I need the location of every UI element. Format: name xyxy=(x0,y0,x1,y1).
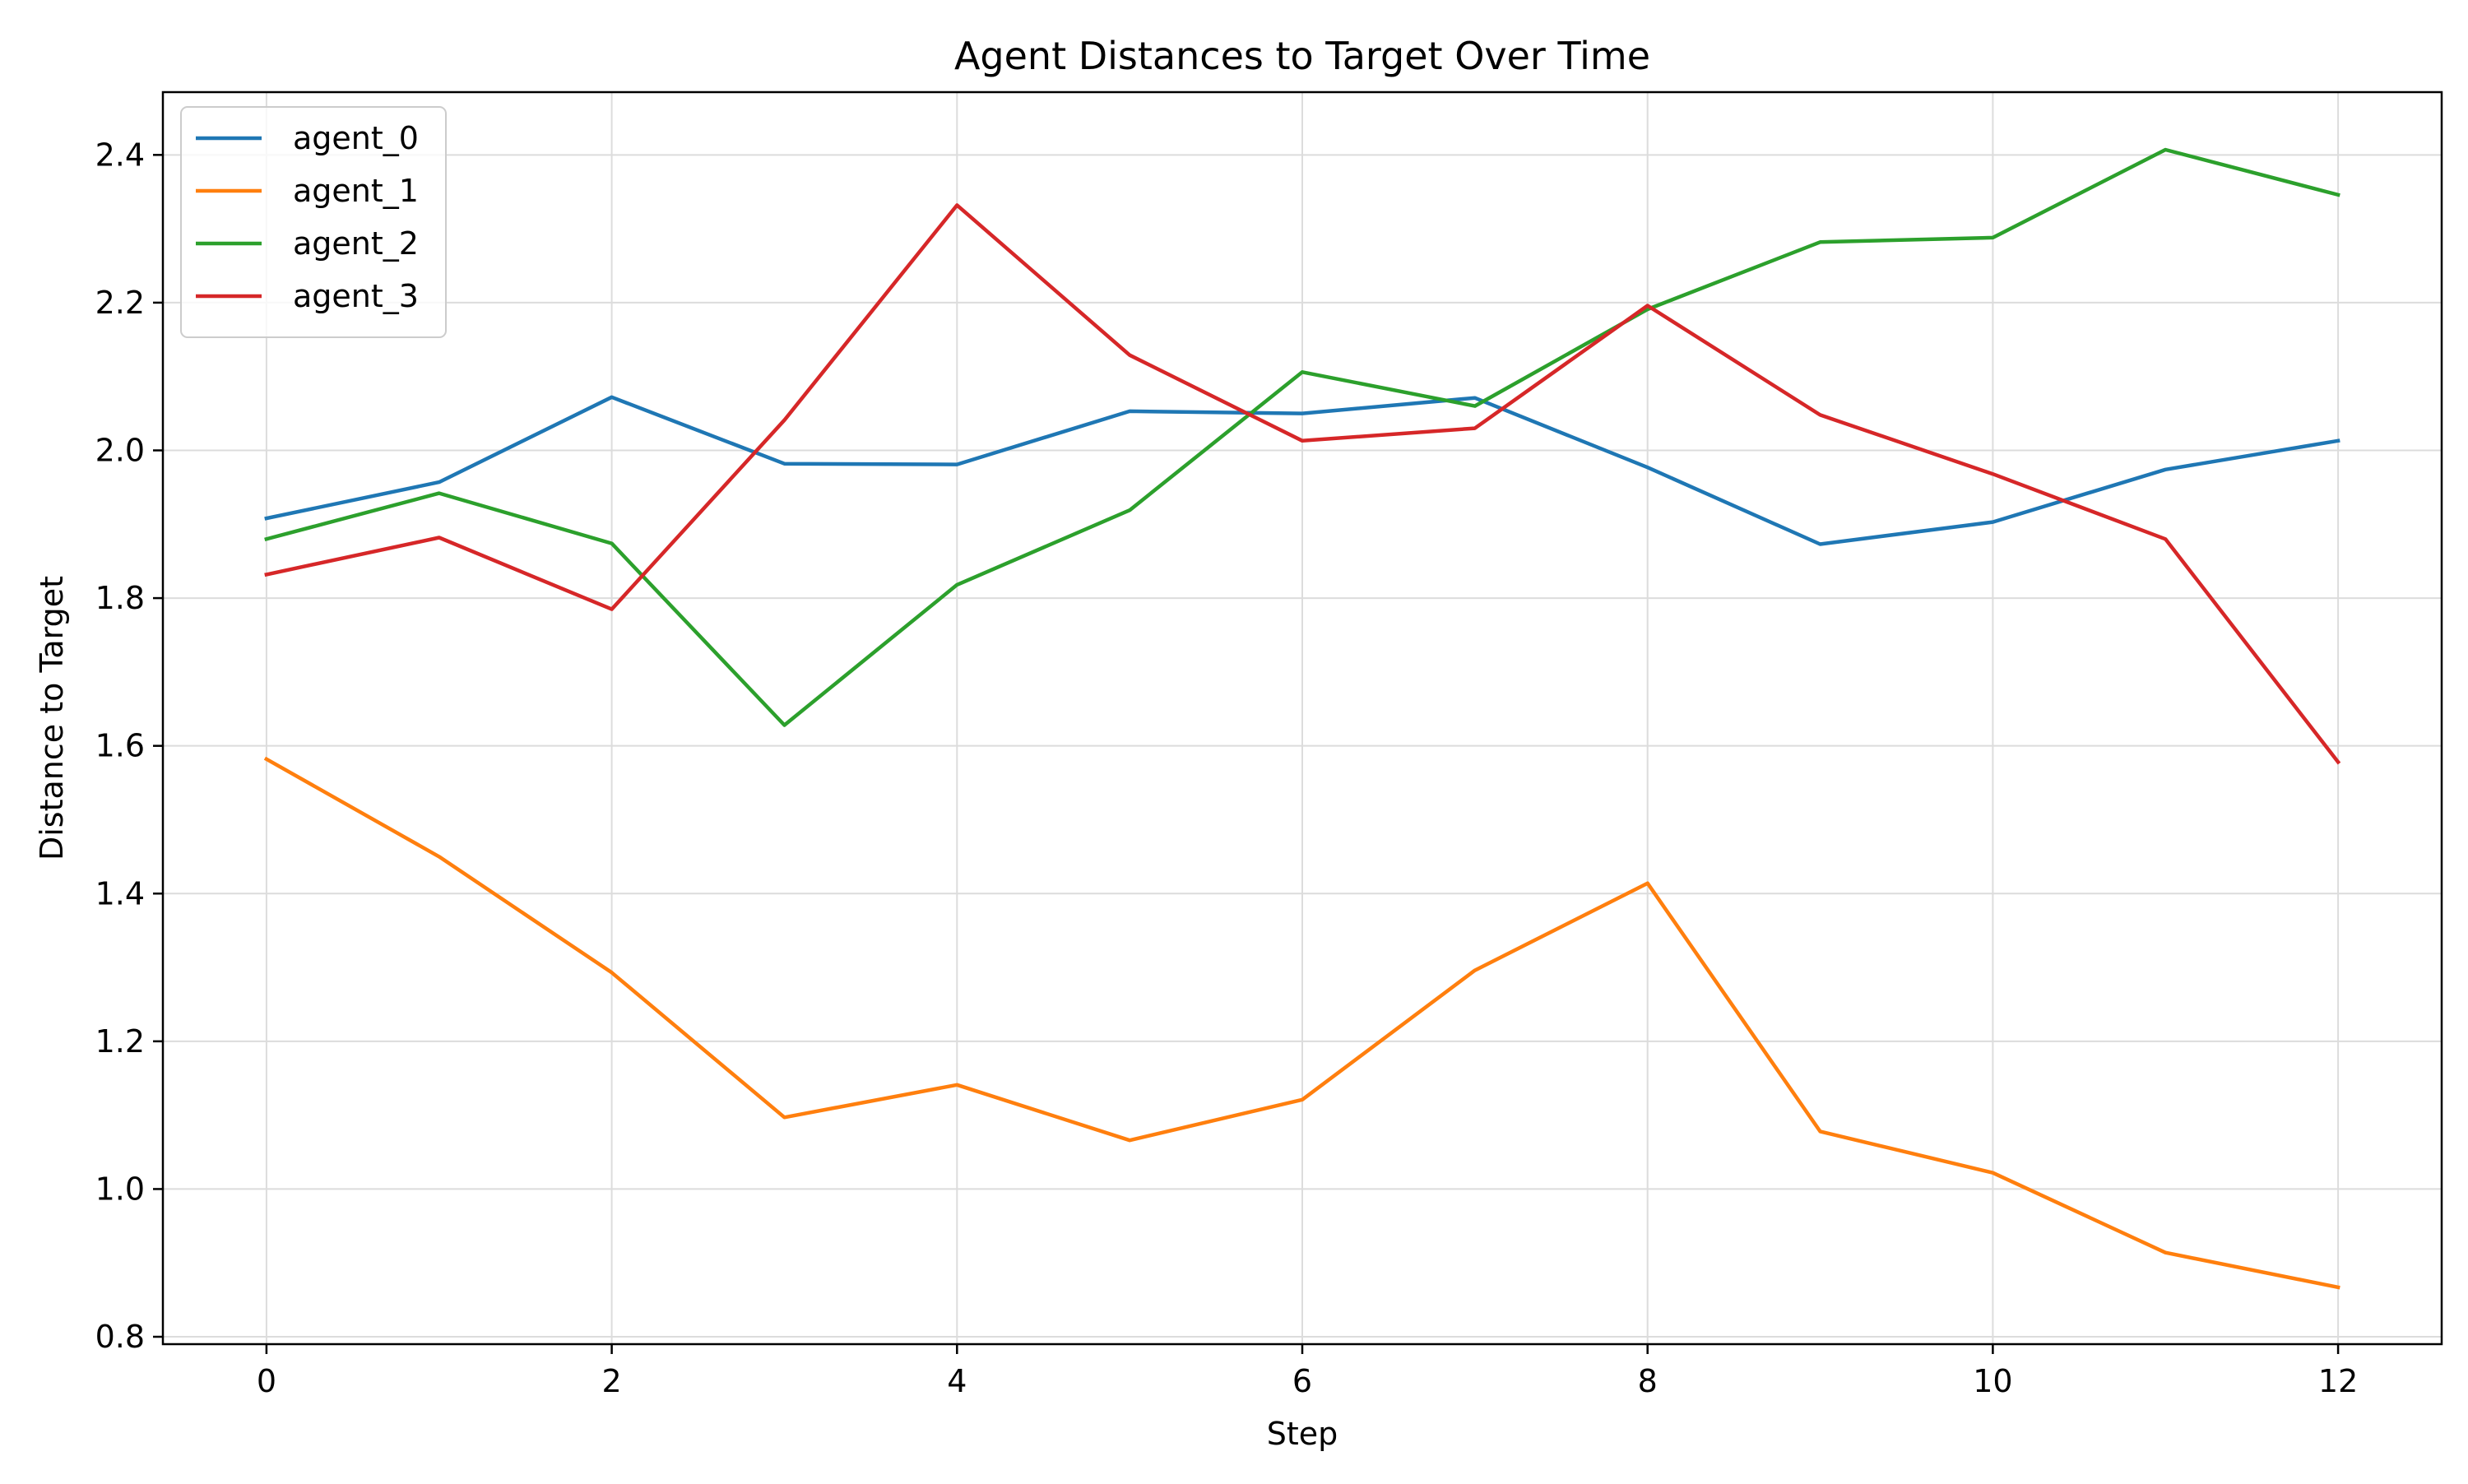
y-tick-label: 2.0 xyxy=(95,432,145,468)
y-tick-label: 1.2 xyxy=(95,1023,145,1060)
y-tick-label: 1.8 xyxy=(95,580,145,616)
legend-label: agent_3 xyxy=(293,278,419,314)
axis-ticks: 0 2 4 6 8 10 12 0.8 1.0 1.2 1.4 1.6 1.8 2.0 2.2 2.4 xyxy=(95,137,2359,1399)
x-tick-label: 12 xyxy=(2318,1363,2358,1399)
legend-box xyxy=(180,106,447,338)
y-tick-label: 2.4 xyxy=(95,137,145,173)
y-axis-label: Distance to Target xyxy=(34,576,70,860)
series-line-agent-3 xyxy=(264,203,2341,765)
y-tick-label: 0.8 xyxy=(95,1319,145,1355)
y-tick-label: 1.6 xyxy=(95,728,145,764)
x-tick-label: 2 xyxy=(602,1363,622,1399)
series-line-agent-1 xyxy=(263,756,2340,1290)
series-line-agent-0 xyxy=(264,395,2340,546)
grid xyxy=(163,92,2442,1344)
series-lines xyxy=(263,147,2341,1290)
y-tick-label: 2.2 xyxy=(95,285,145,321)
legend-label: agent_0 xyxy=(293,120,419,156)
x-tick-label: 4 xyxy=(947,1363,967,1399)
x-tick-label: 8 xyxy=(1638,1363,1658,1399)
chart-title: Agent Distances to Target Over Time xyxy=(954,34,1650,78)
y-tick-label: 1.0 xyxy=(95,1171,145,1207)
legend: agent_0 agent_1 agent_2 agent_3 xyxy=(180,106,447,338)
series-line-agent-2 xyxy=(264,147,2340,727)
x-axis-label: Step xyxy=(1267,1416,1338,1452)
legend-label: agent_1 xyxy=(293,173,419,209)
x-tick-label: 0 xyxy=(257,1363,276,1399)
x-tick-label: 10 xyxy=(1973,1363,2012,1399)
y-tick-label: 1.4 xyxy=(95,875,145,911)
legend-label: agent_2 xyxy=(293,225,419,262)
x-tick-label: 6 xyxy=(1292,1363,1312,1399)
